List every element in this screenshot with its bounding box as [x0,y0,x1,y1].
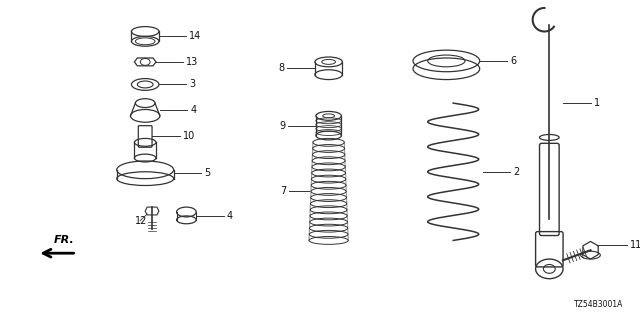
Text: 7: 7 [280,186,287,196]
Text: 13: 13 [186,57,198,67]
Text: 12: 12 [135,216,147,226]
Text: 11: 11 [630,240,640,250]
Text: 6: 6 [510,56,516,66]
Text: 8: 8 [278,63,284,73]
Text: 14: 14 [189,31,202,41]
Text: 2: 2 [513,167,519,177]
Text: 3: 3 [189,79,195,90]
Text: FR.: FR. [53,235,74,245]
Text: 9: 9 [279,121,285,131]
Text: 5: 5 [204,168,211,178]
Text: 1: 1 [593,98,600,108]
Text: 10: 10 [182,132,195,141]
Text: 4: 4 [190,105,196,115]
Text: 4: 4 [227,211,233,221]
Text: TZ54B3001A: TZ54B3001A [573,300,623,309]
